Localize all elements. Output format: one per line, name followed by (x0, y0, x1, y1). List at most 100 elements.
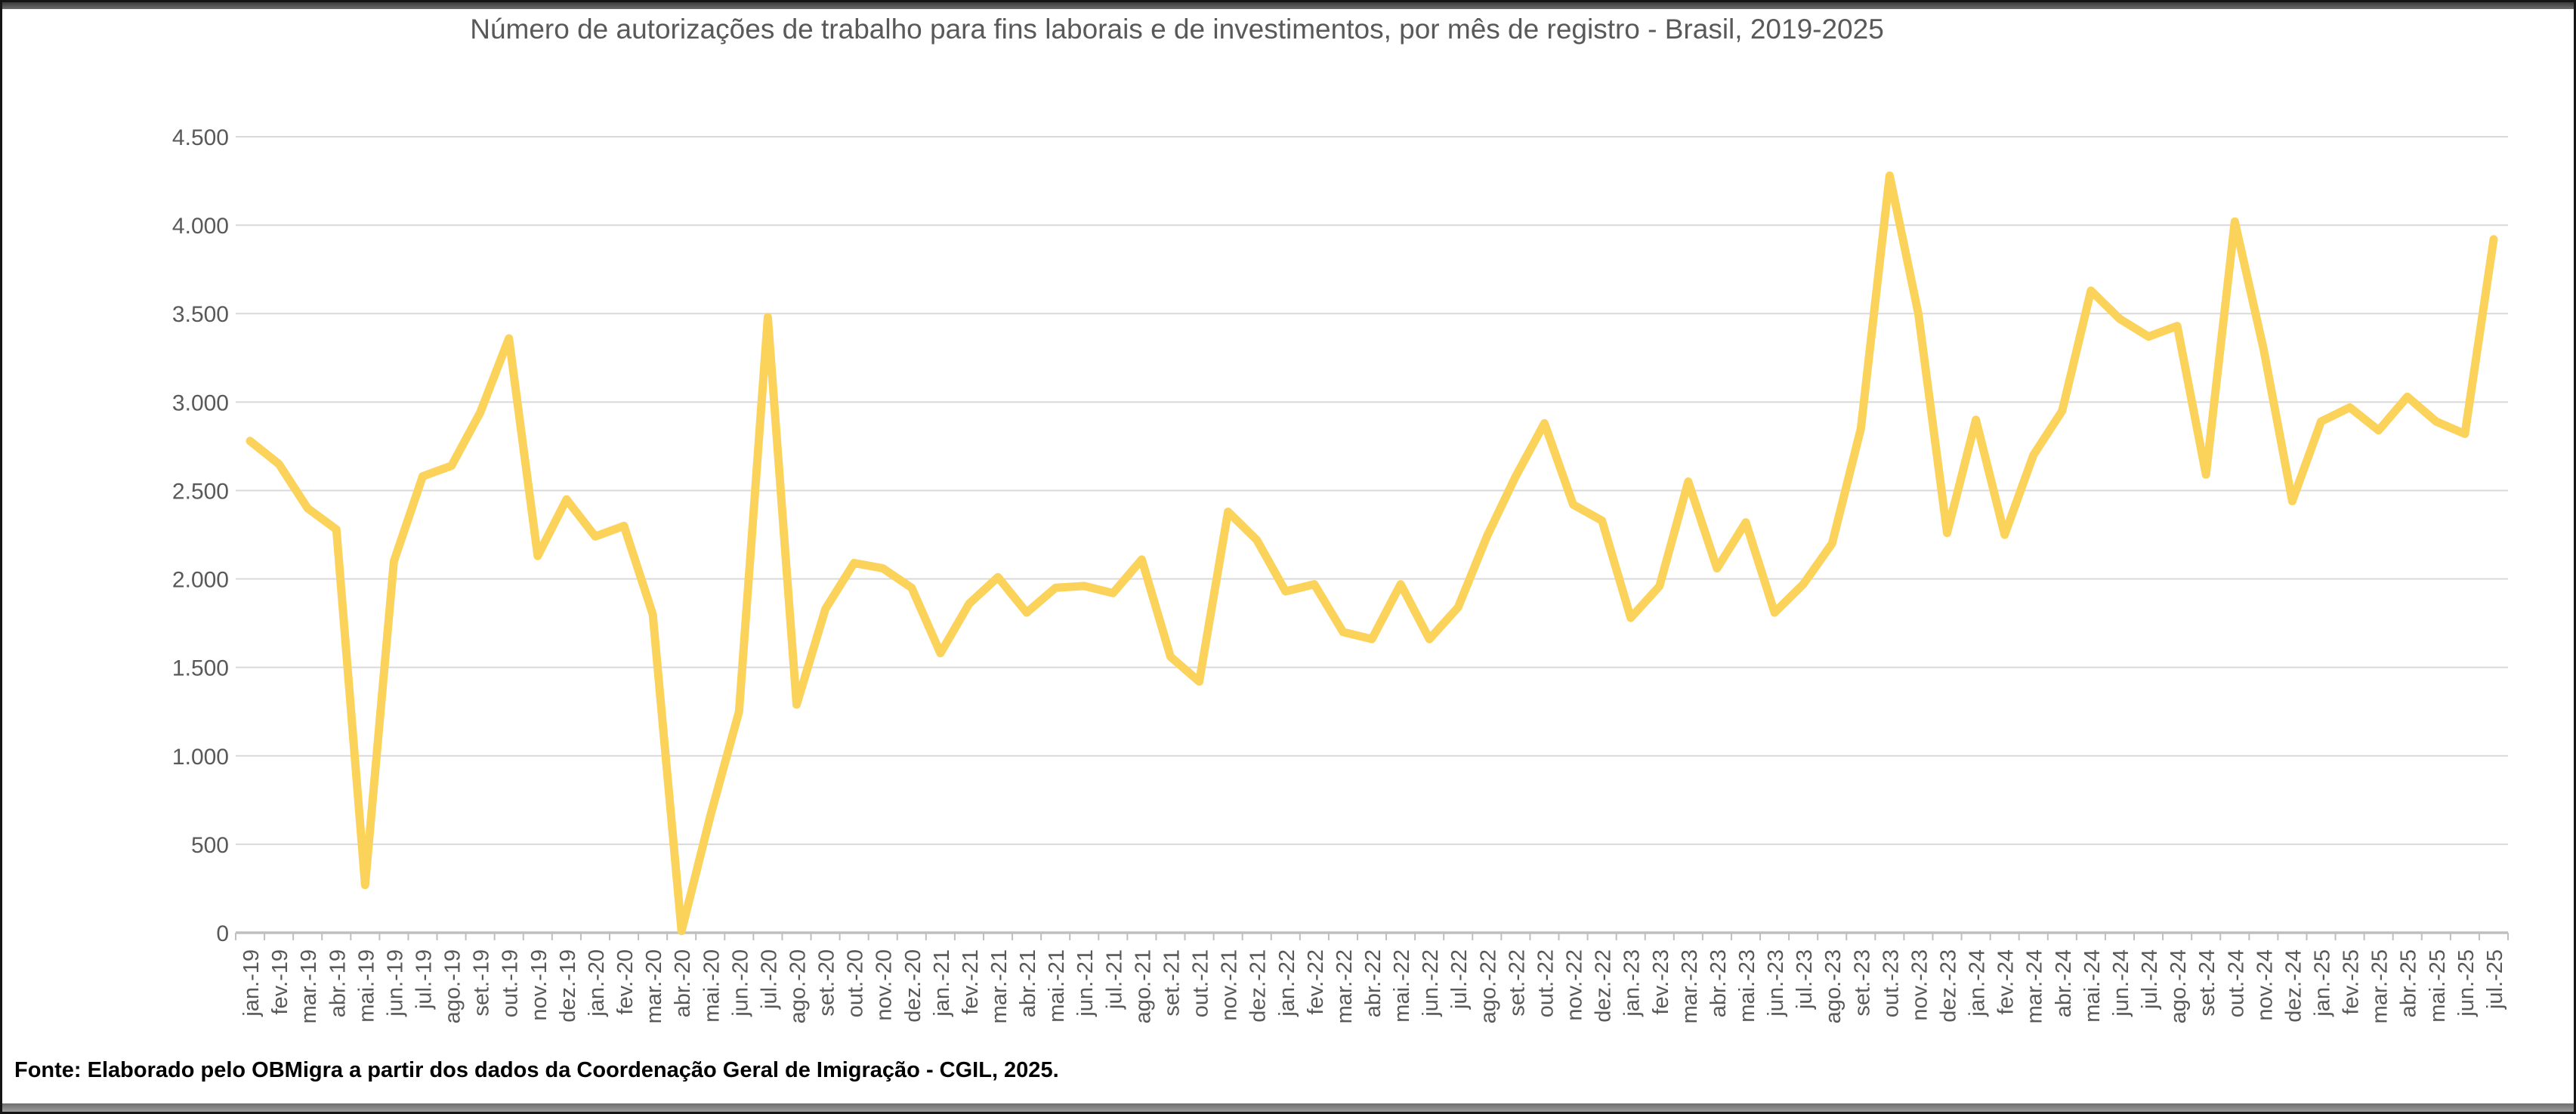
x-axis-tick-label: dez.-21 (1246, 949, 1271, 1023)
y-axis-tick-label: 2.500 (172, 479, 229, 504)
x-axis-tick-label: mai.-21 (1045, 949, 1069, 1023)
x-axis-tick-label: out.-19 (499, 949, 523, 1017)
x-axis-tick-label: set.-21 (1160, 949, 1184, 1017)
x-axis-tick-label: fev.-24 (1994, 949, 2018, 1015)
y-axis-tick-label: 1.000 (172, 745, 229, 770)
x-axis-tick-label: abr.-20 (671, 949, 695, 1017)
x-axis-tick-label: jun.-24 (2109, 949, 2133, 1017)
x-axis-ticks (235, 933, 2509, 940)
x-axis-tick-label: jan.-19 (239, 949, 264, 1017)
x-axis-tick-label: jun.-22 (1419, 949, 1443, 1017)
x-axis-tick-label: ago.-24 (2167, 949, 2191, 1023)
y-axis-tick-label: 0 (216, 921, 229, 946)
x-axis-tick-label: fev.-25 (2340, 949, 2364, 1015)
x-axis-tick-label: jul.-25 (2483, 949, 2507, 1010)
x-axis-tick-label: mar.-24 (2023, 949, 2047, 1023)
x-axis-tick-label: ago.-19 (441, 949, 465, 1023)
x-axis-tick-label: fev.-21 (959, 949, 983, 1015)
x-axis-tick-label: nov.-20 (873, 949, 897, 1021)
x-axis-tick-label: abr.-25 (2397, 949, 2421, 1017)
x-axis-tick-label: ago.-22 (1476, 949, 1500, 1023)
x-axis-tick-label: ago.-21 (1131, 949, 1155, 1023)
x-axis-tick-label: jul.-24 (2138, 949, 2162, 1010)
x-axis-tick-label: dez.-23 (1937, 949, 1961, 1023)
window-top-edge (2, 2, 2574, 9)
x-axis-tick-label: jul.-22 (1447, 949, 1472, 1010)
x-axis-tick-label: mar.-21 (987, 949, 1012, 1023)
x-axis-tick-label: jan.-21 (930, 949, 954, 1017)
x-axis-tick-label: jan.-20 (585, 949, 609, 1017)
y-axis-labels: 0 500 1.000 1.500 2.000 2.500 3.000 3.500 4.000 4… (172, 125, 229, 946)
y-axis-tick-label: 1.500 (172, 656, 229, 681)
x-axis-tick-label: jan.-24 (1966, 949, 1990, 1017)
x-axis-tick-label: set.-24 (2195, 949, 2219, 1017)
x-axis-tick-label: mai.-22 (1390, 949, 1414, 1023)
x-axis-tick-label: set.-20 (815, 949, 839, 1017)
x-axis-tick-label: mai.-23 (1735, 949, 1759, 1023)
x-axis-tick-label: mai.-24 (2080, 949, 2105, 1023)
y-axis-tick-label: 4.000 (172, 214, 229, 239)
x-axis-tick-label: abr.-22 (1361, 949, 1385, 1017)
x-axis-tick-label: ago.-20 (786, 949, 810, 1023)
x-axis-tick-label: dez.-20 (901, 949, 925, 1023)
y-axis-tick-label: 4.500 (172, 125, 229, 150)
x-axis-tick-label: nov.-19 (527, 949, 551, 1021)
x-axis-tick-label: jun.-25 (2454, 949, 2479, 1017)
x-axis-tick-label: jun.-21 (1073, 949, 1098, 1017)
x-axis-tick-label: abr.-19 (326, 949, 350, 1017)
y-axis-tick-label: 3.500 (172, 302, 229, 327)
y-axis-tick-label: 3.000 (172, 390, 229, 415)
x-axis-tick-label: mai.-20 (700, 949, 724, 1023)
x-axis-tick-label: jun.-20 (728, 949, 752, 1017)
x-axis-tick-label: mar.-23 (1678, 949, 1702, 1023)
x-axis-tick-label: jul.-21 (1102, 949, 1126, 1010)
x-axis-tick-label: out.-21 (1189, 949, 1213, 1017)
x-axis-tick-label: jul.-20 (757, 949, 781, 1010)
x-axis-tick-label: dez.-22 (1592, 949, 1616, 1023)
x-axis-tick-label: jun.-23 (1764, 949, 1788, 1017)
x-axis-tick-label: fev.-23 (1649, 949, 1673, 1015)
x-axis-labels: jan.-19 fev.-19 mar.-19 abr.-19 mai.-19 jun.-… (239, 949, 2507, 1023)
x-axis-tick-label: set.-19 (470, 949, 494, 1017)
x-axis-tick-label: fev.-20 (613, 949, 638, 1015)
x-axis-tick-label: abr.-23 (1707, 949, 1731, 1017)
source-note: Fonte: Elaborado pelo OBMigra a partir d… (14, 1058, 1059, 1082)
data-series-line (246, 171, 2498, 936)
x-axis-tick-label: out.-23 (1879, 949, 1903, 1017)
x-axis-tick-label: mai.-25 (2426, 949, 2450, 1023)
x-axis-tick-label: dez.-19 (556, 949, 580, 1023)
x-axis-tick-label: jan.-22 (1275, 949, 1299, 1017)
x-axis-tick-label: abr.-21 (1016, 949, 1040, 1017)
x-axis-tick-label: set.-23 (1850, 949, 1874, 1017)
x-axis-tick-label: set.-22 (1505, 949, 1529, 1017)
x-axis-tick-label: nov.-24 (2253, 949, 2277, 1021)
x-axis-tick-label: out.-24 (2224, 949, 2248, 1017)
x-axis-tick-label: out.-20 (844, 949, 868, 1017)
x-axis-tick-label: ago.-23 (1821, 949, 1846, 1023)
x-axis-tick-label: out.-22 (1534, 949, 1558, 1017)
gridlines (236, 136, 2508, 845)
x-axis-tick-label: nov.-23 (1907, 949, 1932, 1021)
x-axis-tick-label: nov.-21 (1218, 949, 1242, 1021)
x-axis-tick-label: fev.-19 (268, 949, 292, 1015)
x-axis-tick-label: jul.-19 (412, 949, 436, 1010)
x-axis-tick-label: dez.-24 (2281, 949, 2306, 1023)
y-axis-tick-label: 2.000 (172, 568, 229, 593)
x-axis-tick-label: mar.-25 (2368, 949, 2392, 1023)
x-axis-tick-label: mar.-22 (1333, 949, 1357, 1023)
x-axis-tick-label: jun.-19 (383, 949, 407, 1017)
x-axis-tick-label: mar.-20 (642, 949, 666, 1023)
chart-title: Número de autorizações de trabalho para … (470, 14, 1884, 45)
x-axis-tick-label: nov.-22 (1563, 949, 1587, 1021)
x-axis-tick-label: fev.-22 (1304, 949, 1328, 1015)
x-axis-tick-label: jan.-23 (1620, 949, 1645, 1017)
x-axis-tick-label: jan.-25 (2311, 949, 2335, 1017)
y-axis-tick-label: 500 (191, 833, 229, 858)
x-axis-tick-label: abr.-24 (2052, 949, 2076, 1017)
x-axis-tick-label: jul.-23 (1793, 949, 1817, 1010)
x-axis-tick-label: mai.-19 (354, 949, 378, 1023)
x-axis-tick-label: mar.-19 (297, 949, 321, 1023)
window-bottom-edge (2, 1103, 2574, 1112)
